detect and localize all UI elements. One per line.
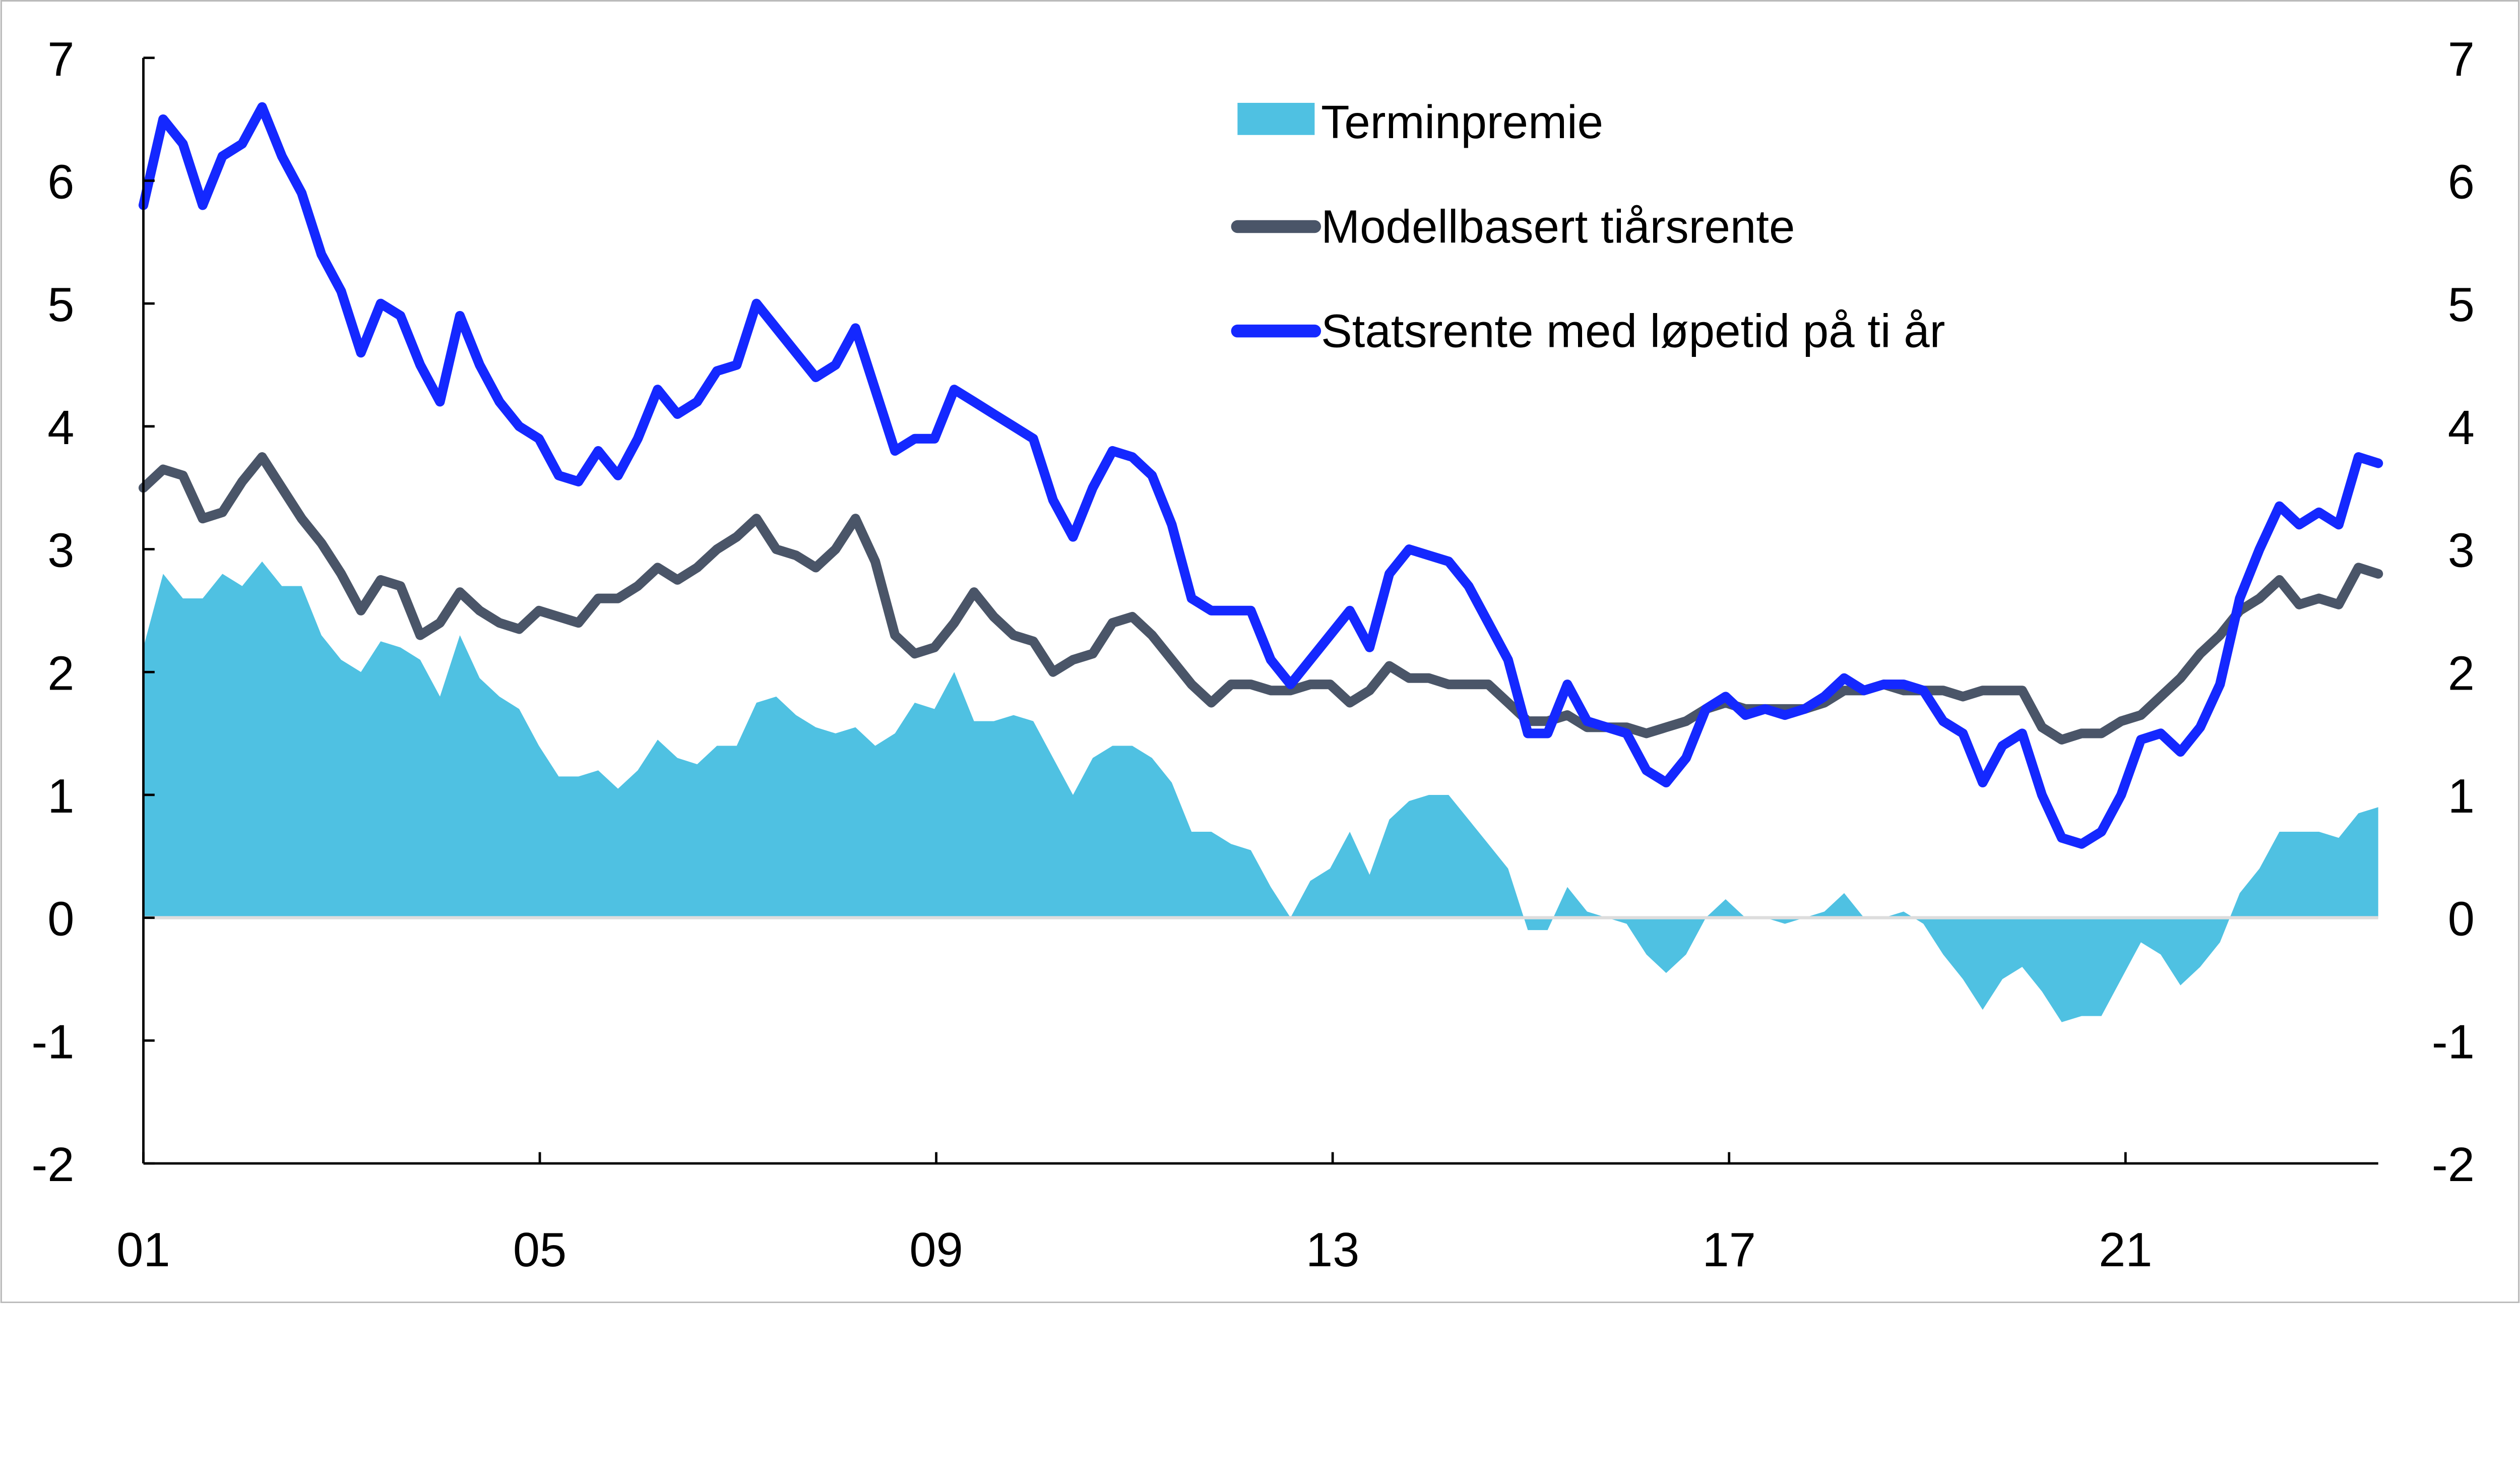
y-tick-label-left: 3 bbox=[47, 524, 74, 578]
x-tick-label: 21 bbox=[2099, 1223, 2152, 1277]
y-tick-label-left: 2 bbox=[47, 646, 74, 700]
line-series-modellbasert-ti-rsrente bbox=[138, 452, 2383, 745]
legend-label-terminpremie: Terminpremie bbox=[1321, 96, 1603, 148]
x-tick-label: 13 bbox=[1306, 1223, 1359, 1277]
y-tick-label-left: 0 bbox=[47, 892, 74, 946]
y-tick-label-left: 4 bbox=[47, 401, 74, 455]
y-tick-label-right: 2 bbox=[2448, 646, 2475, 700]
chart-frame bbox=[0, 0, 2520, 1304]
legend: Terminpremie Modellbasert tiårsrente Sta… bbox=[1231, 96, 1945, 357]
x-tick-label: 09 bbox=[909, 1223, 963, 1277]
y-tick-label-right: -2 bbox=[2432, 1138, 2475, 1192]
y-tick-label-right: 1 bbox=[2448, 769, 2475, 823]
y-tick-label-left: 7 bbox=[47, 32, 74, 86]
y-tick-label-right: 5 bbox=[2448, 278, 2475, 332]
y-tick-label-right: 0 bbox=[2448, 892, 2475, 946]
legend-swatch-terminpremie bbox=[1237, 103, 1315, 135]
x-tick-label: 17 bbox=[1703, 1223, 1756, 1277]
y-tick-label-right: 3 bbox=[2448, 524, 2475, 578]
y-tick-label-left: 5 bbox=[47, 278, 74, 332]
legend-label-statsrente: Statsrente med løpetid på ti år bbox=[1321, 305, 1945, 357]
y-tick-label-left: -1 bbox=[31, 1015, 74, 1069]
y-tick-label-right: -1 bbox=[2432, 1015, 2475, 1069]
y-tick-label-left: 6 bbox=[47, 155, 74, 209]
y-tick-label-left: 1 bbox=[47, 769, 74, 823]
area-series-terminpremie bbox=[143, 561, 2378, 1022]
term-premium-chart: -2 -2-1 -10 01 12 23 34 45 56 67 701 05 09 13 17 21 Ter… bbox=[0, 0, 2520, 1304]
legend-label-modellbasert: Modellbasert tiårsrente bbox=[1321, 200, 1795, 253]
y-tick-label-left: -2 bbox=[31, 1138, 74, 1192]
x-tick-label: 05 bbox=[513, 1223, 566, 1277]
x-tick-label: 01 bbox=[116, 1223, 170, 1277]
axes: -2 -2-1 -10 01 12 23 34 45 56 67 701 05 09 13 17 21 bbox=[31, 32, 2475, 1277]
line-series-statsrente-med-l-petid-p-ti-r bbox=[138, 102, 2383, 849]
y-tick-label-right: 4 bbox=[2448, 401, 2475, 455]
y-tick-label-right: 7 bbox=[2448, 32, 2475, 86]
y-tick-label-right: 6 bbox=[2448, 155, 2475, 209]
plot-area bbox=[138, 102, 2383, 1022]
